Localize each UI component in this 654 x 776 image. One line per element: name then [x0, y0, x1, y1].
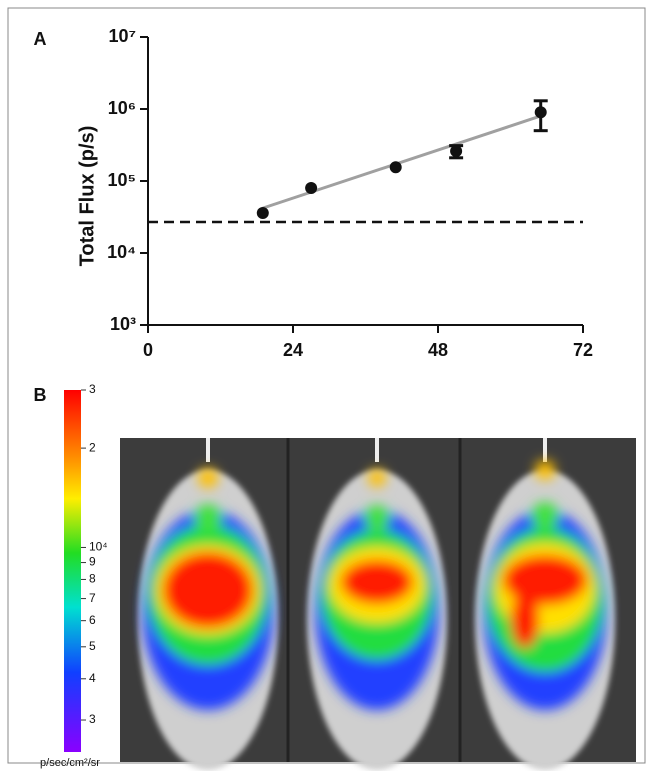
- x-tick-label: 72: [573, 340, 593, 360]
- colorbar-tick-label: 5: [89, 639, 96, 653]
- mouse-image: [120, 438, 636, 770]
- colorbar-tick-label: 4: [89, 671, 96, 685]
- data-point: [305, 181, 318, 194]
- x-tick-label: 0: [143, 340, 153, 360]
- panel-label: B: [34, 385, 47, 405]
- y-axis-label: Total Flux (p/s): [76, 126, 98, 267]
- colorbar-tick-label: 7: [89, 591, 96, 605]
- colorbar-tick-label: 8: [89, 572, 96, 586]
- data-point: [256, 206, 269, 219]
- y-tick-label: 10⁵: [108, 170, 136, 190]
- data-point: [389, 161, 402, 174]
- colorbar-title: p/sec/cm²/sr: [40, 757, 100, 769]
- panel-label: A: [34, 29, 47, 49]
- colorbar-tick-label: 3: [89, 712, 96, 726]
- frame: [7, 7, 646, 764]
- colorbar-tick-label: 6: [89, 613, 96, 627]
- colorbar-tick-label: 9: [89, 555, 96, 569]
- y-tick-label: 10³: [110, 314, 136, 334]
- fit-line: [262, 114, 542, 210]
- colorbar-tick-label: 3: [89, 382, 96, 396]
- data-point: [534, 106, 547, 119]
- colorbar-tick-label: 2: [89, 440, 96, 454]
- data-point: [450, 145, 463, 158]
- y-tick-label: 10⁴: [107, 242, 136, 262]
- y-tick-label: 10⁶: [108, 98, 136, 118]
- x-tick-label: 48: [428, 340, 448, 360]
- y-tick-label: 10⁷: [109, 26, 136, 46]
- colorbar: [64, 390, 81, 752]
- colorbar-tick-label: 10⁴: [89, 540, 108, 554]
- x-tick-label: 24: [283, 340, 303, 360]
